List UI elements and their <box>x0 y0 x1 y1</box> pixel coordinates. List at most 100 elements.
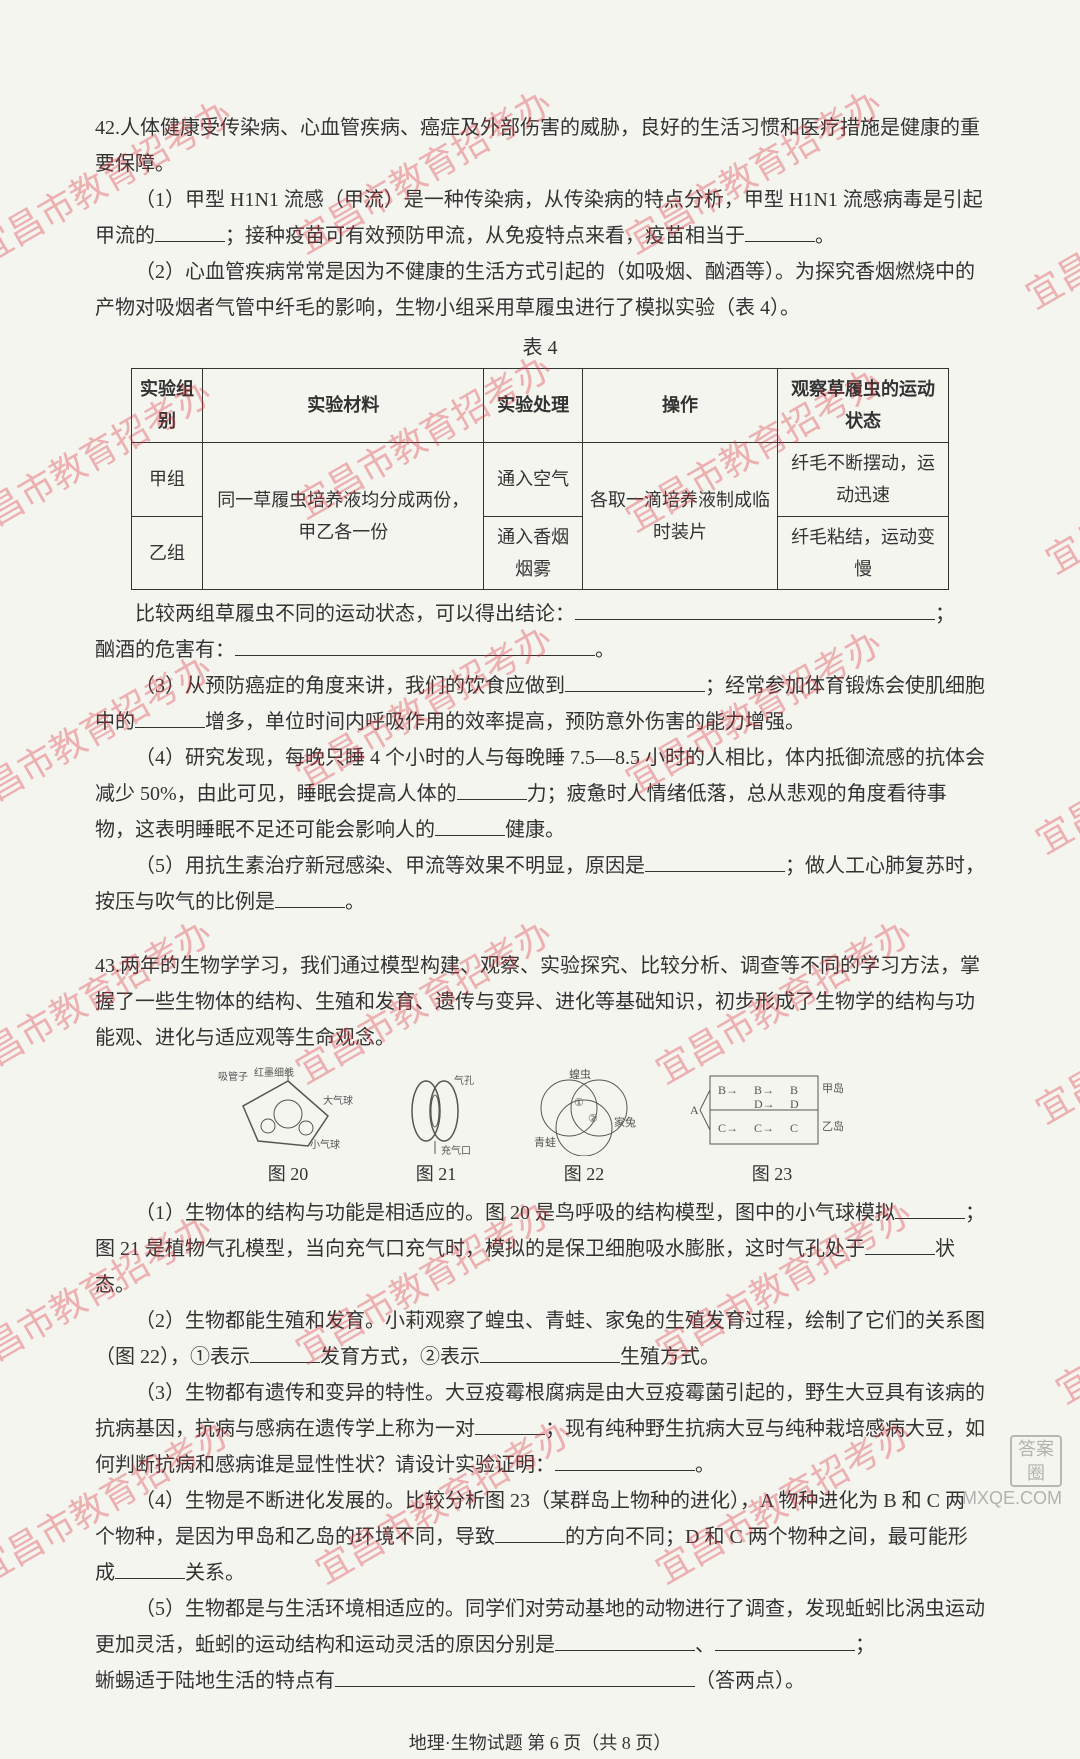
q42-p2-after: 比较两组草履虫不同的运动状态，可以得出结论： ； <box>95 596 985 632</box>
label: ① <box>574 1097 584 1109</box>
q42-intro-text: 人体健康受传染病、心血管疾病、癌症及外部伤害的威胁，良好的生活习惯和医疗措施是健… <box>95 117 980 175</box>
q42-intro: 42.人体健康受传染病、心血管疾病、癌症及外部伤害的威胁，良好的生活习惯和医疗措… <box>95 110 985 182</box>
td: 纤毛粘结，运动变慢 <box>777 516 949 590</box>
blank <box>895 1195 965 1219</box>
figure-20-caption: 图 20 <box>218 1158 358 1190</box>
table-row: 实验组别 实验材料 实验处理 操作 观察草履虫的运动状态 <box>131 369 949 443</box>
label: 小气球 <box>310 1138 340 1151</box>
text: 健康。 <box>505 819 565 841</box>
stamp-logo: 答案圈 <box>1010 1435 1062 1487</box>
text: 。 <box>345 891 365 913</box>
text: 发育方式，②表示 <box>320 1346 480 1368</box>
blank <box>435 812 505 836</box>
label: ② <box>588 1113 598 1125</box>
blank <box>645 848 785 872</box>
text: 比较两组草履虫不同的运动状态，可以得出结论： <box>135 603 575 625</box>
q42-p2-intro: （2）心血管疾病常常是因为不健康的生活方式引起的（如吸烟、酗酒等）。为探究香烟燃… <box>95 254 985 326</box>
svg-text:B→: B→ <box>718 1083 738 1097</box>
question-43: 43.两年的生物学学习，我们通过模型构建、观察、实验探究、比较分析、调查等不同的… <box>95 948 985 1698</box>
figure-21-svg: 气孔 充气口 <box>386 1066 486 1156</box>
blank <box>480 1339 620 1363</box>
source-stamp: 答案圈 MXQE.COM <box>962 1435 1062 1510</box>
label: 气孔 <box>454 1074 474 1087</box>
table4: 实验组别 实验材料 实验处理 操作 观察草履虫的运动状态 甲组 同一草履虫培养液… <box>131 368 950 590</box>
label: 青蛙 <box>534 1136 556 1149</box>
text: 、 <box>695 1634 715 1656</box>
blank <box>155 218 225 242</box>
q43-p2: （2）生物都能生殖和发育。小莉观察了蝗虫、青蛙、家兔的生殖发育过程，绘制了它们的… <box>95 1303 985 1375</box>
label: 大气球 <box>323 1094 353 1107</box>
q43-p5: （5）生物都是与生活环境相适应的。同学们对劳动基地的动物进行了调查，发现蚯蚓比涡… <box>95 1591 985 1663</box>
text: 生殖方式。 <box>620 1346 720 1368</box>
figure-20-svg: 大气球 小气球 吸管子 红墨细线 <box>218 1066 358 1156</box>
figure-22-svg: 蝗虫 青蛙 家兔 ① ② <box>514 1066 654 1156</box>
text: ； <box>855 1634 875 1656</box>
figure-23-caption: 图 23 <box>682 1158 862 1190</box>
q43-intro-text: 两年的生物学学习，我们通过模型构建、观察、实验探究、比较分析、调查等不同的学习方… <box>95 955 980 1049</box>
table4-caption: 表 4 <box>95 330 985 366</box>
q43-p5-line2: 蜥蜴适于陆地生活的特点有 （答两点）。 <box>95 1663 985 1699</box>
text: 蜥蜴适于陆地生活的特点有 <box>95 1670 335 1692</box>
text: 酗酒的危害有： <box>95 639 235 661</box>
td: 通入空气 <box>484 442 583 516</box>
th: 实验组别 <box>131 369 203 443</box>
td: 通入香烟烟雾 <box>484 516 583 590</box>
figure-21-caption: 图 21 <box>386 1158 486 1190</box>
stamp-url: MXQE.COM <box>962 1487 1062 1510</box>
blank <box>335 1663 695 1687</box>
th: 观察草履虫的运动状态 <box>777 369 949 443</box>
q43-p4: （4）生物是不断进化发展的。比较分析图 23（某群岛上物种的进化），A 物种进化… <box>95 1483 985 1591</box>
svg-text:C: C <box>790 1121 798 1135</box>
td: 各取一滴培养液制成临时装片 <box>583 442 778 590</box>
q43-intro: 43.两年的生物学学习，我们通过模型构建、观察、实验探究、比较分析、调查等不同的… <box>95 948 985 1056</box>
blank <box>865 1231 935 1255</box>
figure-23-svg: A B→ B→ B D→ D C→ C→ C 甲岛 乙岛 <box>682 1066 862 1156</box>
q42-p1: （1）甲型 H1N1 流感（甲流）是一种传染病，从传染病的特点分析，甲型 H1N… <box>95 182 985 254</box>
blank <box>745 218 815 242</box>
text: ； <box>935 603 955 625</box>
blank <box>715 1627 855 1651</box>
blank <box>235 632 595 656</box>
blank <box>475 1411 545 1435</box>
blank <box>115 1555 185 1579</box>
blank <box>135 704 205 728</box>
td: 同一草履虫培养液均分成两份，甲乙各一份 <box>203 442 484 590</box>
figure-22-caption: 图 22 <box>514 1158 654 1190</box>
q43-p1: （1）生物体的结构与功能是相适应的。图 20 是鸟呼吸的结构模型，图中的小气球模… <box>95 1195 985 1303</box>
question-42: 42.人体健康受传染病、心血管疾病、癌症及外部伤害的威胁，良好的生活习惯和医疗措… <box>95 110 985 920</box>
th: 实验材料 <box>203 369 484 443</box>
text: 关系。 <box>185 1562 245 1584</box>
svg-text:A: A <box>690 1103 699 1117</box>
text: （1）生物体的结构与功能是相适应的。图 20 是鸟呼吸的结构模型，图中的小气球模… <box>135 1202 895 1224</box>
svg-text:乙岛: 乙岛 <box>822 1119 844 1133</box>
text: （答两点）。 <box>695 1670 805 1692</box>
q42-p4: （4）研究发现，每晚只睡 4 个小时的人与每晚睡 7.5—8.5 小时的人相比，… <box>95 740 985 848</box>
th: 实验处理 <box>484 369 583 443</box>
label: 红墨细线 <box>254 1066 294 1079</box>
q43-number: 43. <box>95 955 120 977</box>
blank <box>275 884 345 908</box>
label: 充气口 <box>441 1144 471 1156</box>
figures-row: 大气球 小气球 吸管子 红墨细线 图 20 气孔 充气口 图 21 <box>95 1066 985 1190</box>
blank <box>565 668 705 692</box>
svg-text:甲岛: 甲岛 <box>822 1081 844 1095</box>
q42-p1-c: 。 <box>815 225 835 247</box>
th: 操作 <box>583 369 778 443</box>
figure-21: 气孔 充气口 图 21 <box>386 1066 486 1190</box>
blank <box>555 1447 695 1471</box>
q43-p3: （3）生物都有遗传和变异的特性。大豆疫霉根腐病是由大豆疫霉菌引起的，野生大豆具有… <box>95 1375 985 1483</box>
stamp-text: 答案圈 <box>1018 1439 1054 1483</box>
q42-number: 42. <box>95 117 120 139</box>
q42-p3: （3）从预防癌症的角度来讲，我们的饮食应做到；经常参加体育锻炼会使肌细胞中的增多… <box>95 668 985 740</box>
q42-p5: （5）用抗生素治疗新冠感染、甲流等效果不明显，原因是；做人工心肺复苏时，按压与吹… <box>95 848 985 920</box>
blank <box>575 596 935 620</box>
text: 。 <box>695 1454 715 1476</box>
blank <box>457 776 527 800</box>
page-footer: 地理·生物试题 第 6 页（共 8 页） <box>95 1727 985 1759</box>
label: 家兔 <box>614 1115 636 1129</box>
svg-text:D→: D→ <box>754 1097 775 1111</box>
td: 纤毛不断摆动，运动迅速 <box>777 442 949 516</box>
svg-text:B: B <box>790 1083 798 1097</box>
figure-23: A B→ B→ B D→ D C→ C→ C 甲岛 乙岛 图 23 <box>682 1066 862 1190</box>
text: 增多，单位时间内呼吸作用的效率提高，预防意外伤害的能力增强。 <box>205 711 805 733</box>
